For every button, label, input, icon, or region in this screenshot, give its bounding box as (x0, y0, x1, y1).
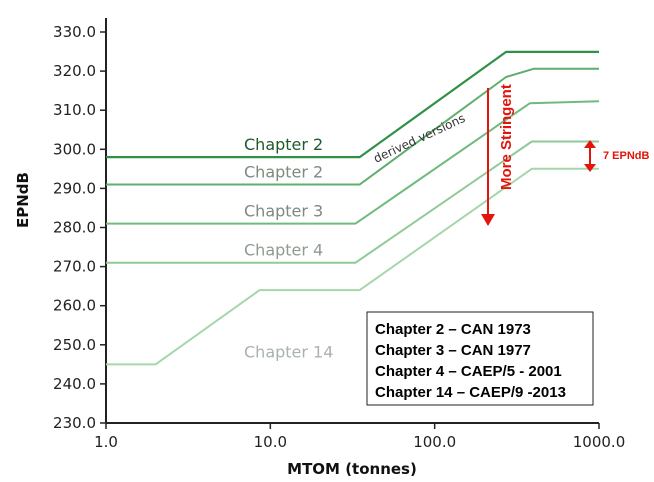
series-label-2: Chapter 2 (244, 162, 323, 181)
y-tick-label: 310.0 (53, 101, 96, 119)
y-tick-label: 280.0 (53, 219, 96, 237)
y-tick-label: 290.0 (53, 179, 96, 197)
series-label-5: Chapter 14 (244, 342, 333, 361)
legend-line-1: Chapter 2 – CAN 1973 (375, 321, 531, 338)
series-label-4: Chapter 4 (244, 241, 323, 260)
more-stringent-arrow (481, 88, 495, 226)
x-tick-label: 100.0 (413, 433, 456, 451)
y-tick-label: 320.0 (53, 62, 96, 80)
x-tick-label: 1000.0 (573, 433, 626, 451)
x-tick-label: 1.0 (94, 433, 118, 451)
y-axis-title: EPNdB (14, 172, 32, 228)
series-line-2 (106, 67, 599, 186)
legend-line-4: Chapter 14 – CAEP/9 -2013 (375, 384, 566, 401)
stringent-arrow-head (481, 214, 495, 226)
y-tick-label: 240.0 (53, 375, 96, 393)
epndb-arrow (584, 140, 596, 172)
legend-frame (366, 311, 594, 406)
series-labels: Chapter 2 Chapter 2 Chapter 3 Chapter 4 Chap… (244, 135, 333, 361)
more-stringent-label: More Stringent (498, 84, 515, 190)
epndb-arrow-head-up (584, 140, 596, 148)
y-tick-label: 250.0 (53, 336, 96, 354)
y-tick-label: 260.0 (53, 297, 96, 315)
legend-box: Chapter 2 – CAN 1973 Chapter 3 – CAN 197… (366, 311, 594, 406)
epndb-arrow-head-down (584, 164, 596, 172)
series-line-5 (106, 167, 599, 366)
series-line-1 (106, 50, 599, 159)
legend-line-2: Chapter 3 – CAN 1977 (375, 342, 531, 359)
y-axis-title-text: EPNdB (14, 172, 32, 228)
series-label-1: Chapter 2 (244, 135, 323, 154)
y-tick-label: 330.0 (53, 23, 96, 41)
x-tick-label: 10.0 (254, 433, 287, 451)
series-label-3: Chapter 3 (244, 202, 323, 221)
ticks: 230.0 240.0 250.0 260.0 270.0 280.0 290.0 300.0… (53, 23, 625, 451)
axes (105, 18, 599, 424)
legend-line-3: Chapter 4 – CAEP/5 - 2001 (375, 363, 562, 380)
epndb-label: 7 EPNdB (603, 150, 650, 162)
y-tick-label: 300.0 (53, 140, 96, 158)
series-lines (106, 50, 600, 366)
x-axis-title: MTOM (tonnes) (287, 460, 417, 478)
series-line-4 (106, 140, 599, 264)
series-line-3 (106, 100, 600, 225)
y-tick-label: 270.0 (53, 258, 96, 276)
y-tick-label: 230.0 (53, 414, 96, 432)
